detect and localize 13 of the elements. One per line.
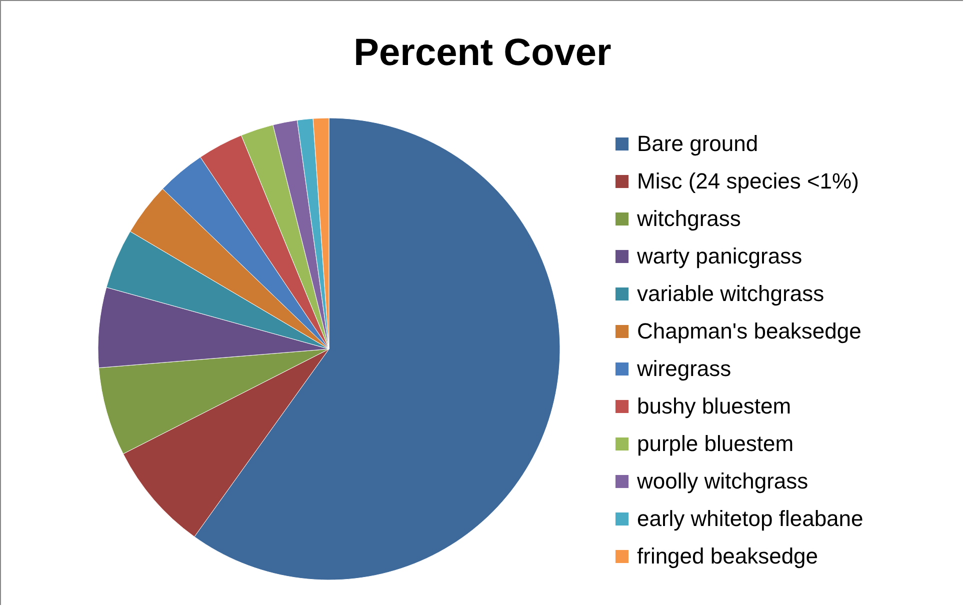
chart-title: Percent Cover <box>354 32 612 74</box>
legend-label: fringed beaksedge <box>637 544 818 568</box>
legend-label: wiregrass <box>636 356 732 381</box>
legend-label: woolly witchgrass <box>636 468 808 494</box>
legend-label: Misc (24 species <1%) <box>637 168 859 194</box>
legend-label: variable witchgrass <box>637 281 824 306</box>
legend-label: warty panicgrass <box>636 244 802 268</box>
legend-label: early whitetop fleabane <box>637 506 864 531</box>
legend-label: purple bluestem <box>637 431 794 456</box>
legend-label: Bare ground <box>637 131 758 156</box>
legend-label: bushy bluestem <box>637 394 792 418</box>
legend-label: Chapman's beaksedge <box>637 318 862 344</box>
legend-label: witchgrass <box>636 206 741 231</box>
